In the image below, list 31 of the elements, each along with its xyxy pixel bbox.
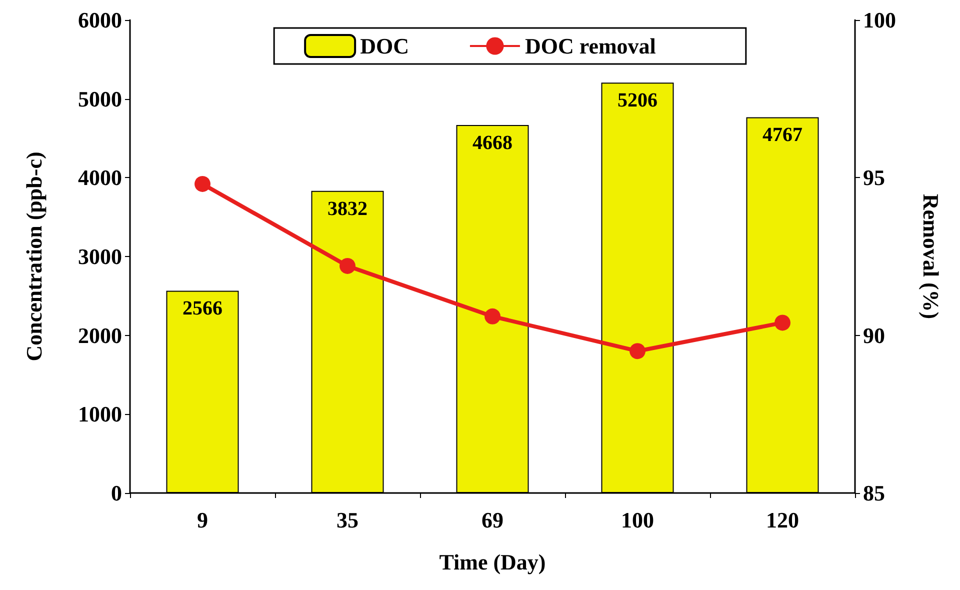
x-tick-label: 120 (766, 508, 799, 532)
x-tick-label: 9 (197, 508, 208, 532)
point (194, 176, 210, 192)
point (340, 258, 356, 274)
y-axis-title: Concentration (ppb-c) (22, 152, 46, 362)
y-tick-label: 0 (111, 480, 122, 506)
data-label: 2566 (182, 298, 222, 320)
data-label: 5206 (618, 90, 658, 112)
data-label: 4767 (762, 124, 802, 146)
x-axis-title: Time (Day) (439, 550, 546, 574)
x-tick-label: 35 (336, 508, 358, 532)
data-label: 4668 (472, 132, 512, 154)
y-tick-label: 4000 (78, 165, 122, 190)
y2-tick-label: 85 (863, 480, 885, 506)
y-tick-label: 3000 (78, 244, 122, 269)
y-tick-label: 2000 (78, 322, 122, 348)
x-tick-label: 69 (482, 508, 504, 532)
data-label: 3832 (328, 198, 368, 220)
legend-label: DOC (360, 34, 409, 58)
y2-tick-label: 95 (863, 165, 885, 190)
y-tick-label: 1000 (78, 402, 122, 427)
y2-tick-label: 90 (863, 322, 885, 348)
point (630, 343, 646, 360)
y-tick-label: 5000 (78, 86, 122, 112)
x-tick-label: 100 (621, 508, 654, 532)
point (484, 308, 500, 324)
y2-tick-label: 100 (863, 8, 896, 32)
point (774, 314, 790, 331)
y-tick-label: 6000 (78, 8, 122, 32)
y2-axis-title: Removal (%) (918, 194, 944, 320)
legend-label: DOC removal (524, 34, 656, 58)
